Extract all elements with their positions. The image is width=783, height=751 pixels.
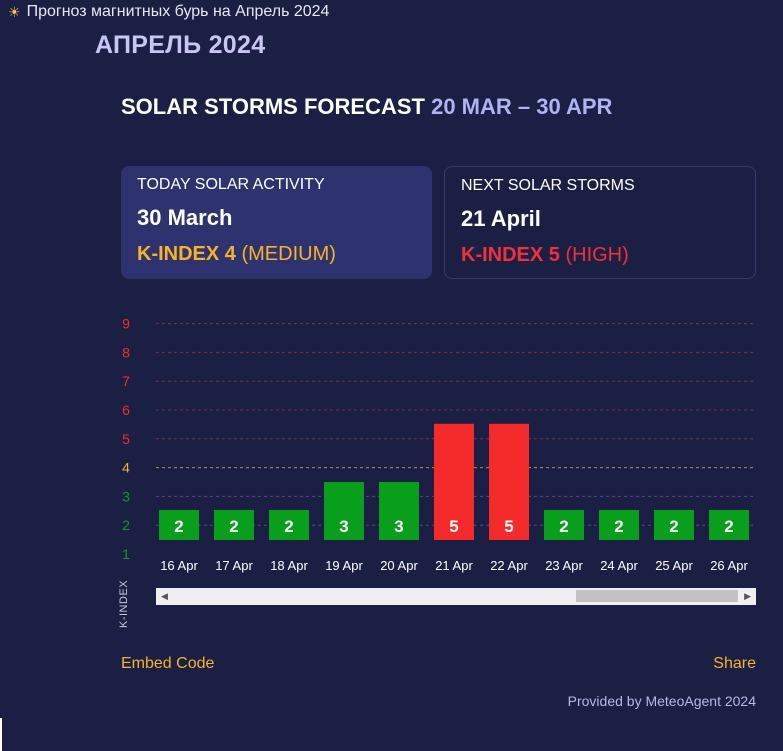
left-edge-marker — [0, 718, 2, 751]
today-activity-card: TODAY SOLAR ACTIVITY 30 March K-INDEX 4 … — [121, 166, 432, 279]
today-kindex: K-INDEX 4 (MEDIUM) — [137, 243, 416, 266]
bar — [654, 510, 694, 540]
scrollbar-thumb[interactable] — [576, 590, 738, 602]
next-kindex-value: K-INDEX 5 — [461, 244, 560, 266]
x-tick-label: 16 Apr — [160, 558, 198, 573]
bar — [214, 510, 254, 540]
bar-value-label: 2 — [229, 517, 238, 536]
next-kindex: K-INDEX 5 (HIGH) — [461, 244, 739, 267]
bar-value-label: 2 — [284, 517, 293, 536]
bar-value-label: 5 — [504, 517, 513, 536]
scroll-left-icon[interactable]: ◀ — [161, 591, 168, 601]
next-storms-card: NEXT SOLAR STORMS 21 April K-INDEX 5 (HI… — [444, 166, 756, 279]
embed-code-link[interactable]: Embed Code — [121, 655, 215, 672]
y-tick-label: 9 — [122, 316, 130, 332]
y-axis-label: K-INDEX — [118, 579, 130, 628]
bar-value-label: 3 — [339, 517, 348, 536]
y-tick-label: 4 — [122, 460, 130, 476]
today-kindex-value: K-INDEX 4 — [137, 243, 236, 265]
y-tick-label: 7 — [122, 373, 130, 389]
next-level: (HIGH) — [565, 244, 629, 266]
today-level: (MEDIUM) — [241, 243, 336, 265]
bar — [324, 482, 364, 540]
y-tick-label: 1 — [122, 546, 130, 562]
bar-value-label: 5 — [449, 517, 458, 536]
y-tick-label: 5 — [122, 431, 130, 447]
bar — [544, 510, 584, 540]
forecast-headline: SOLAR STORMS FORECAST 20 MAR – 30 APR — [121, 94, 612, 120]
next-date: 21 April — [461, 206, 541, 231]
x-tick-label: 24 Apr — [600, 558, 638, 573]
next-label: NEXT SOLAR STORMS — [461, 177, 635, 194]
x-tick-label: 26 Apr — [710, 558, 748, 573]
today-label: TODAY SOLAR ACTIVITY — [137, 176, 325, 193]
share-link[interactable]: Share — [713, 655, 756, 672]
y-tick-label: 2 — [122, 517, 130, 533]
bar — [159, 510, 199, 540]
bar — [379, 482, 419, 540]
bar — [709, 510, 749, 540]
x-tick-label: 23 Apr — [545, 558, 583, 573]
y-tick-label: 6 — [122, 402, 130, 418]
sun-icon: ☀ — [8, 3, 21, 20]
provided-by: Provided by MeteoAgent 2024 — [567, 693, 756, 709]
page-header-title: Прогноз магнитных бурь на Апрель 2024 — [26, 3, 330, 20]
x-tick-label: 17 Apr — [215, 558, 253, 573]
month-title: АПРЕЛЬ 2024 — [95, 31, 266, 59]
y-tick-label: 3 — [122, 488, 130, 504]
chart-scrollbar[interactable]: ◀ ▶ — [156, 588, 756, 605]
bar-value-label: 2 — [559, 517, 568, 536]
x-tick-label: 22 Apr — [490, 558, 528, 573]
x-tick-label: 20 Apr — [380, 558, 418, 573]
bar-value-label: 2 — [669, 517, 678, 536]
bar-value-label: 2 — [614, 517, 623, 536]
bar-value-label: 2 — [724, 517, 733, 536]
bar-value-label: 2 — [174, 517, 183, 536]
x-tick-label: 21 Apr — [435, 558, 473, 573]
bar — [599, 510, 639, 540]
scroll-right-icon[interactable]: ▶ — [744, 591, 751, 601]
page-header: ☀ Прогноз магнитных бурь на Апрель 2024 — [8, 3, 329, 21]
bar-value-label: 3 — [394, 517, 403, 536]
bar — [434, 423, 474, 540]
today-date: 30 March — [137, 205, 233, 230]
headline-main: SOLAR STORMS FORECAST — [121, 94, 425, 119]
bar — [489, 423, 529, 540]
x-tick-label: 18 Apr — [270, 558, 308, 573]
bar — [269, 510, 309, 540]
x-tick-label: 19 Apr — [325, 558, 363, 573]
x-tick-label: 25 Apr — [655, 558, 693, 573]
y-tick-label: 8 — [122, 344, 130, 360]
headline-range: 20 MAR – 30 APR — [431, 94, 613, 119]
